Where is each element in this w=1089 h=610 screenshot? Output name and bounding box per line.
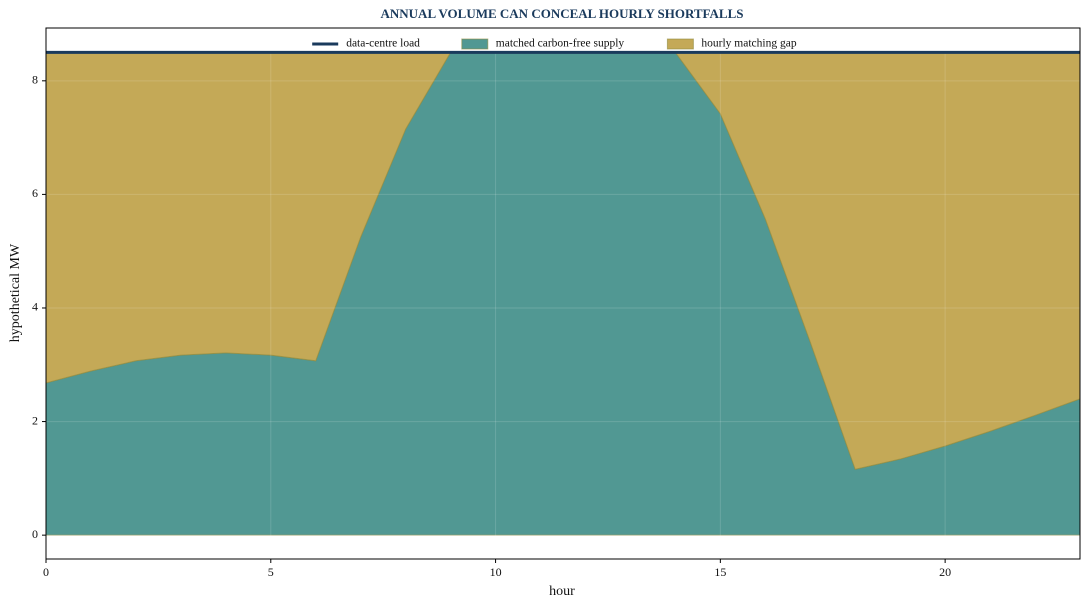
legend-swatch [461,38,489,50]
legend: data-centre load matched carbon-free supp… [312,38,797,50]
y-tick-label: 8 [32,73,38,87]
x-tick-label: 15 [714,565,726,579]
x-tick-label: 0 [43,565,49,579]
y-tick-label: 4 [32,300,38,314]
x-tick-label: 20 [939,565,951,579]
x-tick-label: 10 [490,565,502,579]
x-axis-label: hour [549,584,575,599]
x-tick-label: 5 [268,565,274,579]
legend-label: data-centre load [346,38,420,50]
chart-title: ANNUAL VOLUME CAN CONCEAL HOURLY SHORTFA… [381,6,744,21]
legend-label: hourly matching gap [701,38,796,50]
y-axis-label: hypothetical MW [8,243,23,342]
y-tick-label: 6 [32,186,38,200]
y-tick-label: 0 [32,527,38,541]
y-tick-label: 2 [32,413,38,427]
plot-frame [45,27,1081,560]
legend-label: matched carbon-free supply [496,38,625,50]
plot [46,28,1080,559]
legend-swatch [666,38,694,50]
